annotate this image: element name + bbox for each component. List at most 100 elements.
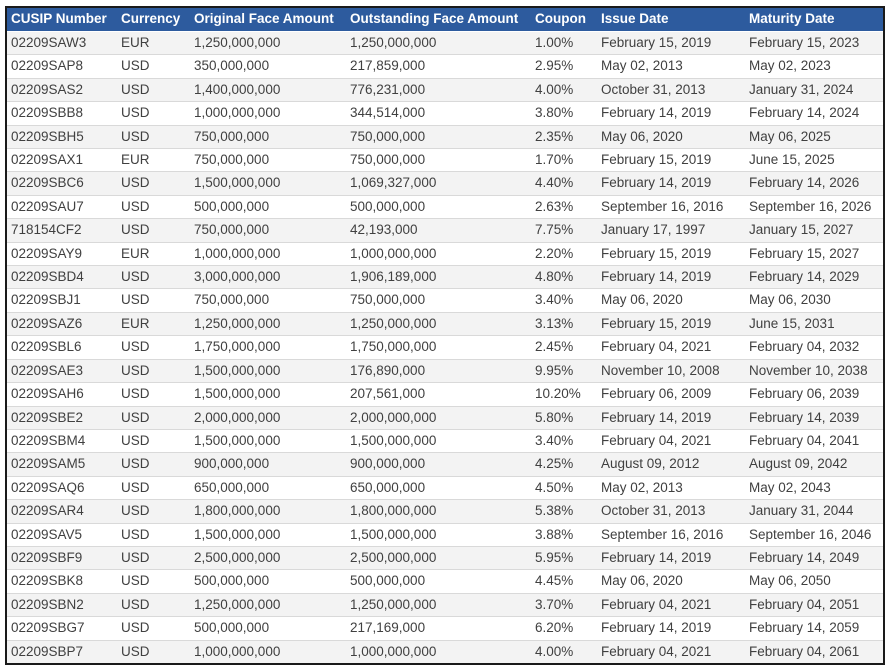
cell-issue_date: February 04, 2021 (597, 639, 745, 663)
table-row: 02209SBD4 USD 3,000,000,000 1,906,189,000 4.… (7, 265, 883, 289)
cell-cusip: 02209SBD4 (7, 265, 117, 289)
table-row: 02209SAM5 USD 900,000,000 900,000,000 4.25% A… (7, 452, 883, 477)
cell-original_face: 1,500,000,000 (190, 382, 346, 406)
cell-currency: USD (117, 194, 190, 219)
cell-maturity_date: January 31, 2044 (745, 499, 883, 524)
cell-original_face: 750,000,000 (190, 218, 346, 243)
bond-table-container: CUSIP Number Currency Original Face Amount… (5, 6, 885, 665)
cell-cusip: 02209SAX1 (7, 148, 117, 172)
table-row: 02209SBE2 USD 2,000,000,000 2,000,000,000 5.… (7, 405, 883, 430)
cell-maturity_date: February 14, 2026 (745, 171, 883, 196)
table-row: 02209SBG7 USD 500,000,000 217,169,000 6.20% F… (7, 616, 883, 641)
cell-issue_date: February 06, 2009 (597, 382, 745, 406)
cell-coupon: 2.63% (531, 194, 597, 219)
cell-coupon: 5.95% (531, 545, 597, 570)
cell-outstanding_face: 42,193,000 (346, 218, 531, 243)
cell-maturity_date: February 14, 2024 (745, 101, 883, 126)
cell-currency: USD (117, 382, 190, 406)
cell-issue_date: November 10, 2008 (597, 358, 745, 383)
cell-cusip: 02209SAE3 (7, 358, 117, 383)
cell-outstanding_face: 1,800,000,000 (346, 499, 531, 524)
cell-issue_date: February 14, 2019 (597, 405, 745, 430)
column-header-maturity_date: Maturity Date (745, 8, 883, 32)
cell-currency: USD (117, 77, 190, 102)
cell-original_face: 750,000,000 (190, 124, 346, 149)
cell-currency: USD (117, 522, 190, 547)
cell-currency: USD (117, 499, 190, 524)
cell-issue_date: May 02, 2013 (597, 54, 745, 79)
column-header-outstanding_face: Outstanding Face Amount (346, 8, 531, 32)
cell-cusip: 02209SBM4 (7, 428, 117, 453)
cell-maturity_date: May 06, 2050 (745, 569, 883, 594)
cell-outstanding_face: 1,250,000,000 (346, 592, 531, 617)
column-header-issue_date: Issue Date (597, 8, 745, 32)
cell-issue_date: January 17, 1997 (597, 218, 745, 243)
cell-outstanding_face: 750,000,000 (346, 148, 531, 172)
cell-issue_date: February 15, 2019 (601, 35, 712, 50)
cell-maturity_date: February 14, 2029 (745, 265, 883, 289)
table-header: CUSIP Number Currency Original Face Amount… (7, 8, 883, 32)
cell-outstanding_face: 217,169,000 (346, 616, 531, 641)
table-row: 02209SAY9 EUR 1,000,000,000 1,000,000,000 2.… (7, 241, 883, 266)
cell-coupon: 1.00% (535, 35, 574, 50)
cell-original_face: 350,000,000 (190, 54, 346, 79)
cell-coupon: 4.00% (531, 77, 597, 102)
cell-coupon: 4.50% (531, 475, 597, 500)
cell-cusip: 02209SAW3 (11, 35, 87, 50)
cell-currency: USD (117, 475, 190, 500)
cell-maturity_date: February 04, 2041 (745, 428, 883, 453)
cell-original_face: 1,500,000,000 (190, 428, 346, 453)
cell-currency: USD (117, 54, 190, 79)
cell-coupon: 2.20% (531, 241, 597, 266)
cell-coupon: 2.95% (531, 54, 597, 79)
cell-maturity_date: November 10, 2038 (745, 358, 883, 383)
cell-coupon: 4.80% (531, 265, 597, 289)
cell-original_face: 900,000,000 (190, 452, 346, 477)
cell-outstanding_face: 1,250,000,000 (346, 311, 531, 336)
cell-cusip: 02209SBN2 (7, 592, 117, 617)
cell-maturity_date: August 09, 2042 (745, 452, 883, 477)
cell-outstanding_face: 750,000,000 (346, 288, 531, 313)
cell-maturity_date: February 04, 2061 (745, 639, 883, 663)
cell-currency: USD (117, 616, 190, 641)
cell-currency: USD (117, 592, 190, 617)
cell-coupon: 6.20% (531, 616, 597, 641)
table-row: 02209SBK8 USD 500,000,000 500,000,000 4.45% M… (7, 569, 883, 594)
cell-currency: EUR (117, 241, 190, 266)
cell-currency: USD (117, 288, 190, 313)
table-row: 02209SBP7 USD 1,000,000,000 1,000,000,000 4.… (7, 639, 883, 663)
cell-cusip: 02209SBG7 (7, 616, 117, 641)
cell-original_face: 500,000,000 (190, 194, 346, 219)
cell-outstanding_face: 1,750,000,000 (346, 335, 531, 360)
cell-cusip: 02209SAQ6 (7, 475, 117, 500)
cell-currency: USD (117, 358, 190, 383)
cell-currency: USD (117, 639, 190, 663)
table-row: 02209SAE3 USD 1,500,000,000 176,890,000 9.95… (7, 358, 883, 383)
cell-outstanding_face: 650,000,000 (346, 475, 531, 500)
cell-cusip: 02209SAR4 (7, 499, 117, 524)
table-row: 02209SBB8 USD 1,000,000,000 344,514,000 3.80… (7, 101, 883, 126)
cell-issue_date: February 14, 2019 (597, 101, 745, 126)
table-row: 02209SBF9 USD 2,500,000,000 2,500,000,000 5.… (7, 545, 883, 570)
cell-maturity_date: February 15, 2027 (745, 241, 883, 266)
cell-original_face: 1,000,000,000 (190, 241, 346, 266)
cell-maturity_date: September 16, 2026 (745, 194, 883, 219)
table-row: 02209SBC6 USD 1,500,000,000 1,069,327,000 4.… (7, 171, 883, 196)
cell-outstanding_face: 176,890,000 (346, 358, 531, 383)
cell-cusip: 02209SAS2 (7, 77, 117, 102)
cell-issue_date: September 16, 2016 (597, 194, 745, 219)
cell-original_face: 1,000,000,000 (190, 639, 346, 663)
cell-issue_date: February 04, 2021 (597, 592, 745, 617)
cell-maturity_date: May 06, 2030 (745, 288, 883, 313)
cell-currency: EUR (121, 35, 150, 50)
cell-maturity_date: February 14, 2049 (745, 545, 883, 570)
table-row: 02209SBM4 USD 1,500,000,000 1,500,000,000 3.… (7, 428, 883, 453)
cell-maturity_date: September 16, 2046 (745, 522, 883, 547)
cell-coupon: 5.38% (531, 499, 597, 524)
header-row: CUSIP Number Currency Original Face Amount… (7, 8, 883, 32)
cell-issue_date: February 14, 2019 (597, 545, 745, 570)
cell-outstanding_face: 500,000,000 (346, 569, 531, 594)
cell-original_face: 1,750,000,000 (190, 335, 346, 360)
cell-outstanding_face: 900,000,000 (346, 452, 531, 477)
